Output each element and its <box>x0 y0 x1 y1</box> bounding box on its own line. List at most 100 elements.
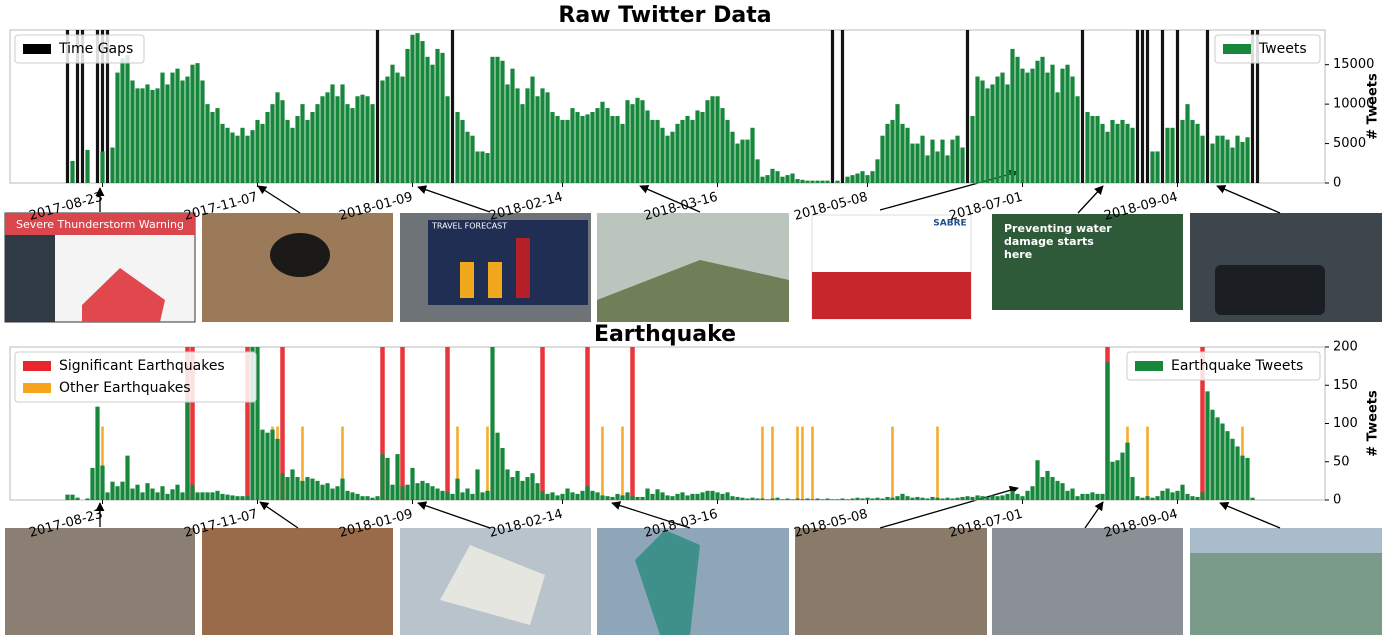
bar <box>795 498 800 500</box>
bar <box>335 486 340 500</box>
bar <box>220 123 225 183</box>
bar <box>695 493 700 500</box>
bar <box>355 96 360 183</box>
legend: Tweets <box>1214 34 1321 64</box>
bar <box>865 497 870 500</box>
bar <box>1050 477 1055 500</box>
bar <box>250 347 255 500</box>
bar <box>435 488 440 500</box>
bar <box>520 104 525 183</box>
thumbnail-shape <box>440 545 545 625</box>
bar <box>665 495 670 500</box>
bar <box>1085 112 1090 183</box>
bar <box>390 484 395 500</box>
bar <box>1030 68 1035 183</box>
bar <box>295 477 300 500</box>
bar <box>1200 135 1205 183</box>
bar <box>165 84 170 183</box>
bar <box>315 480 320 500</box>
bar <box>1240 141 1245 183</box>
bar <box>945 497 950 500</box>
thumbnail-shape <box>635 530 700 635</box>
bar <box>900 123 905 183</box>
bar <box>235 135 240 183</box>
bar <box>365 96 370 183</box>
bar <box>310 478 315 500</box>
bar <box>955 497 960 500</box>
bar <box>155 492 160 500</box>
bar <box>440 490 445 500</box>
bar <box>395 454 400 500</box>
bar <box>785 498 790 500</box>
bar <box>985 88 990 183</box>
bar <box>735 143 740 183</box>
bar <box>445 492 450 500</box>
bar <box>665 135 670 183</box>
bar <box>640 100 645 183</box>
bar <box>135 88 140 183</box>
bar <box>580 115 585 183</box>
bar <box>335 96 340 183</box>
bar <box>610 496 615 500</box>
bar <box>995 496 1000 500</box>
thumbnail-shape <box>1190 528 1382 553</box>
arrow <box>1219 501 1281 529</box>
bar <box>470 493 475 500</box>
bar <box>415 33 420 184</box>
bar <box>680 492 685 500</box>
bar <box>1110 461 1115 500</box>
bar <box>130 488 135 500</box>
bar <box>155 88 160 183</box>
bar <box>415 483 420 500</box>
bar <box>1250 497 1255 500</box>
bar <box>560 119 565 183</box>
bar <box>1180 119 1185 183</box>
bar <box>460 119 465 183</box>
bar <box>970 496 975 500</box>
bar <box>1135 496 1140 500</box>
bar <box>540 88 545 183</box>
bar <box>505 84 510 183</box>
bar <box>360 496 365 500</box>
arrow <box>879 169 1019 211</box>
bar <box>1195 496 1200 500</box>
arrow <box>257 185 301 214</box>
bar <box>925 155 930 183</box>
bar <box>780 176 785 183</box>
bar <box>1070 76 1075 183</box>
bar <box>580 490 585 500</box>
bar <box>605 108 610 183</box>
bar <box>880 135 885 183</box>
bar <box>940 139 945 183</box>
bar <box>1185 104 1190 183</box>
bar <box>760 498 765 500</box>
bar <box>550 492 555 500</box>
bar <box>1105 362 1110 500</box>
bar <box>1080 493 1085 500</box>
bar <box>655 489 660 500</box>
bar <box>220 493 225 500</box>
bar <box>650 493 655 500</box>
bar <box>1175 490 1180 500</box>
bar <box>180 492 185 500</box>
bar <box>455 478 460 500</box>
bar <box>1165 127 1170 183</box>
bar <box>890 119 895 183</box>
bar <box>675 123 680 183</box>
bar <box>705 100 710 183</box>
bar <box>800 179 805 183</box>
bar <box>345 104 350 183</box>
bar <box>515 88 520 183</box>
bar <box>740 139 745 183</box>
bar <box>1190 119 1195 183</box>
bar <box>750 127 755 183</box>
bar <box>780 499 785 500</box>
bar <box>315 104 320 183</box>
bar <box>330 488 335 500</box>
bar <box>1125 442 1130 500</box>
bar <box>185 400 190 500</box>
bar <box>870 171 875 183</box>
arrow <box>1084 501 1104 529</box>
bar <box>280 100 285 183</box>
bar <box>350 108 355 183</box>
